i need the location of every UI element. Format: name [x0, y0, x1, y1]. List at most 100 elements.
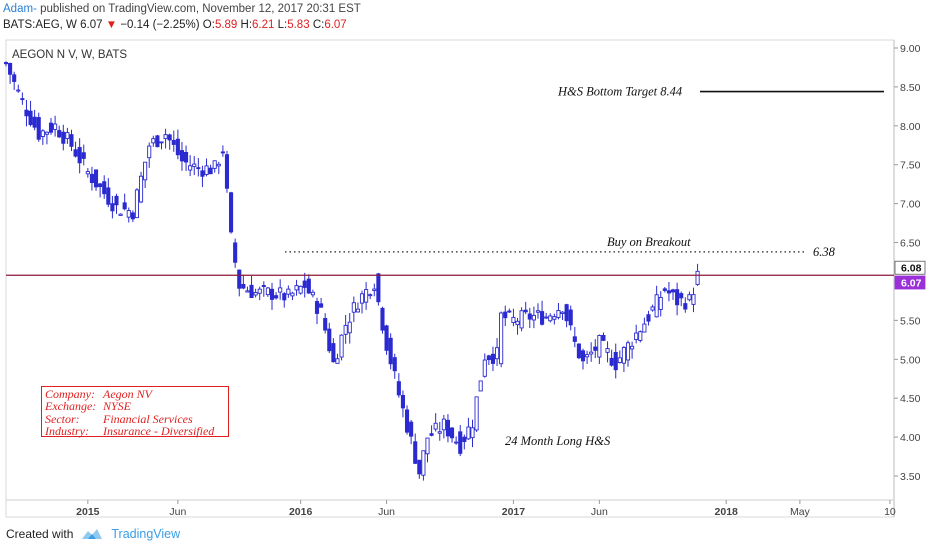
candle-body	[601, 334, 606, 341]
candle-body	[298, 285, 303, 294]
price-badge-label: 6.08	[901, 263, 922, 275]
candle-body	[351, 302, 356, 313]
y-tick-label: 5.00	[900, 354, 921, 366]
x-tick-label: May	[790, 506, 811, 518]
candle-body	[93, 169, 99, 188]
candle-body	[421, 450, 426, 476]
candle-body	[646, 314, 651, 322]
footer: Created with TradingView	[6, 527, 180, 541]
candle-body	[274, 295, 279, 299]
candle-body	[368, 294, 373, 297]
candle-body	[167, 134, 172, 141]
publish-info: published on TradingView.com, November 1…	[36, 3, 361, 15]
y-tick-label: 8.50	[900, 82, 921, 94]
candle-body	[102, 181, 107, 195]
candle-body	[155, 135, 160, 148]
info-value: NYSE	[103, 399, 132, 414]
ohlc-bar: BATS:AEG, W 6.07 ▼ −0.14 (−2.25%) O:5.89…	[3, 18, 347, 33]
candle-body	[425, 437, 430, 455]
symbol-label: BATS:AEG, W	[3, 19, 77, 31]
candle-body	[515, 320, 520, 326]
info-row-exchange: Exchange: NYSE	[45, 399, 228, 414]
candle-body	[48, 122, 54, 133]
candle-body	[57, 130, 62, 138]
candle-body	[44, 131, 49, 135]
candle-body	[110, 203, 115, 212]
info-value: Financial Services	[103, 411, 193, 426]
candle-body	[16, 89, 21, 92]
candle-body	[654, 294, 659, 318]
candle-body	[188, 165, 193, 171]
y-tick-label: 6.50	[900, 238, 921, 250]
candle-body	[662, 288, 667, 291]
candle-body	[388, 337, 393, 365]
candle-body	[310, 291, 315, 296]
candle-body	[151, 138, 156, 144]
x-tick-label: 2017	[502, 506, 526, 518]
candle-body	[184, 151, 189, 163]
y-tick-label: 7.00	[900, 199, 921, 211]
candle-body	[61, 131, 66, 144]
candle-body	[216, 163, 221, 167]
last-price: 6.07	[80, 19, 103, 31]
candle-body	[642, 323, 647, 333]
candle-body	[122, 202, 127, 210]
candle-body	[278, 287, 283, 293]
price-badges: 6.08 6.07	[894, 260, 926, 290]
candle-body	[323, 318, 328, 331]
candle-body	[380, 307, 385, 331]
candle-body	[253, 292, 258, 296]
candle-body	[687, 294, 692, 301]
candle-body	[306, 278, 311, 294]
author-link[interactable]: Adam-	[3, 3, 37, 15]
price-change: −0.14 (−2.25%)	[120, 19, 200, 31]
candle-body	[3, 62, 9, 65]
candle-body	[376, 273, 381, 303]
x-tick-label: Jun	[378, 506, 395, 518]
candle-body	[286, 288, 291, 295]
candle-body	[609, 357, 614, 366]
candle-body	[540, 311, 545, 325]
candle-body	[40, 130, 45, 137]
candle-body	[454, 441, 459, 444]
candle-body	[413, 441, 418, 464]
candle-body	[433, 422, 438, 430]
chart-title: AEGON N V, W, BATS	[12, 49, 127, 61]
y-tick-label: 3.50	[900, 471, 921, 483]
candle-body	[474, 396, 479, 431]
candle-body	[490, 353, 496, 364]
candle-body	[343, 324, 348, 335]
candle-body	[576, 343, 581, 359]
candle-body	[617, 357, 622, 364]
tradingview-brand[interactable]: TradingView	[111, 527, 181, 541]
candle-body	[106, 187, 111, 205]
candle-body	[257, 288, 262, 294]
candle-body	[241, 283, 246, 289]
candle-body	[638, 331, 643, 341]
candle-body	[12, 74, 17, 82]
publish-header: Adam- published on TradingView.com, Nove…	[3, 2, 361, 17]
candle-body	[77, 147, 82, 164]
candle-body	[666, 290, 671, 294]
info-key: Sector:	[45, 411, 80, 426]
open-label: O:	[202, 19, 215, 31]
candle-body	[269, 288, 275, 300]
candle-body	[171, 139, 176, 145]
candle-body	[568, 309, 573, 326]
candle-body	[392, 357, 397, 372]
candle-body	[355, 308, 360, 313]
candle-body	[28, 110, 33, 125]
candle-body	[147, 145, 152, 159]
candle-body	[245, 290, 250, 293]
candle-body	[523, 309, 528, 313]
candle-body	[634, 332, 639, 341]
info-value: Insurance - Diversified	[103, 424, 215, 439]
candle-body	[437, 431, 442, 434]
candle-body	[593, 346, 598, 351]
candle-body	[466, 426, 471, 440]
candle-body	[335, 358, 340, 364]
candle-body	[372, 288, 377, 291]
candle-body	[24, 109, 29, 117]
candle-body	[499, 312, 504, 365]
